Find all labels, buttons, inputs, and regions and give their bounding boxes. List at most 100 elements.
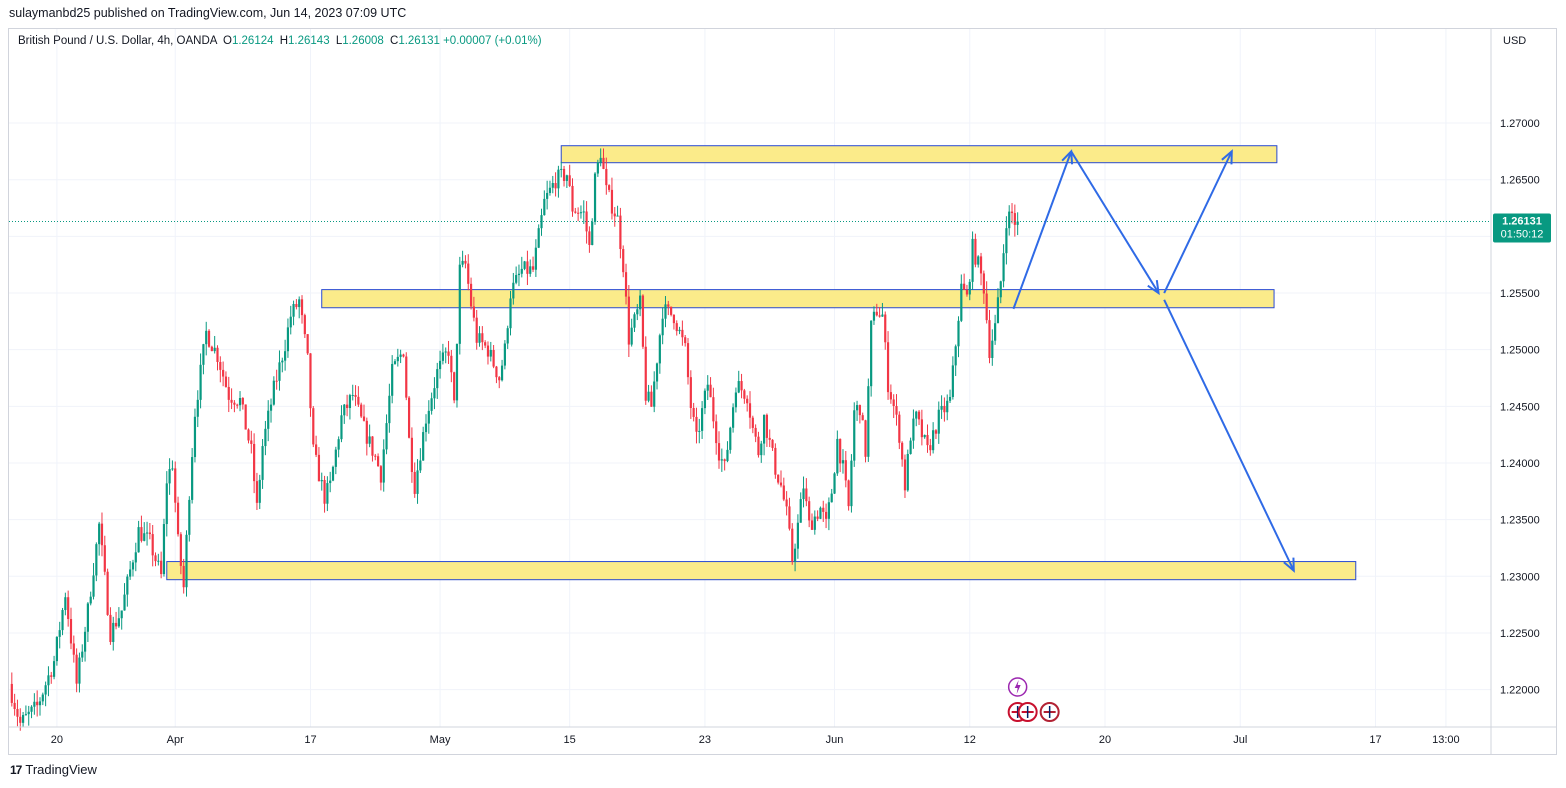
candle-body	[963, 283, 966, 290]
candle-body	[419, 460, 422, 471]
candle-body	[517, 273, 521, 276]
candle-body	[588, 231, 591, 245]
candle-body	[171, 468, 174, 470]
tradingview-logo-icon: 17	[10, 762, 22, 777]
candle-body	[881, 314, 884, 317]
candle-body	[216, 347, 219, 362]
candle-body	[244, 404, 247, 430]
candle-body	[937, 409, 940, 434]
high-value: 1.26143	[288, 35, 330, 47]
candle-body	[723, 459, 726, 462]
candle-body	[213, 347, 216, 352]
candle-body	[805, 488, 808, 502]
candle-body	[103, 545, 106, 572]
candle-body	[202, 344, 205, 365]
candle-body	[331, 466, 335, 481]
candle-body	[903, 459, 907, 491]
candle-body	[253, 443, 256, 482]
candle-body	[461, 260, 464, 265]
candle-body	[455, 343, 459, 401]
candle-body	[926, 434, 929, 446]
candle-body	[320, 479, 323, 482]
candle-body	[185, 534, 188, 588]
candle-body	[994, 323, 997, 341]
candle-body	[715, 421, 718, 444]
candle-body	[236, 404, 239, 406]
lightning-icon	[1007, 677, 1028, 697]
candle-body	[422, 432, 425, 461]
candle-body	[230, 399, 233, 403]
candle-body	[19, 716, 22, 723]
y-tick-label: 1.26500	[1500, 175, 1540, 187]
candle-body	[948, 396, 952, 401]
y-tick-label: 1.24000	[1500, 458, 1540, 470]
candle-body	[345, 404, 349, 409]
candle-body	[69, 618, 73, 644]
candle-body	[36, 701, 39, 706]
y-tick-label: 1.23500	[1500, 515, 1540, 527]
candle-body	[712, 397, 715, 422]
axes: 1.22000 1.22500 1.23000 1.23500 1.24000 1.245…	[9, 29, 1556, 755]
candle-body	[298, 299, 301, 308]
candle-body	[224, 376, 228, 387]
candle-body	[774, 447, 777, 475]
candle-body	[884, 314, 887, 343]
x-tick-label: 23	[699, 734, 711, 746]
y-tick-label: 1.22500	[1500, 628, 1540, 640]
candle-body	[109, 614, 112, 642]
candle-body	[675, 323, 678, 332]
candle-body	[368, 436, 371, 444]
y-tick-label: 1.25000	[1500, 345, 1540, 357]
candle-body	[281, 360, 284, 363]
published-by-line: sulaymanbd25 published on TradingView.co…	[9, 6, 407, 20]
candle-body	[979, 256, 983, 274]
candle-body	[560, 168, 563, 170]
candle-body	[996, 297, 1000, 324]
candle-body	[886, 342, 890, 393]
y-tick-label: 1.27000	[1500, 118, 1540, 130]
candle-body	[399, 354, 402, 357]
candle-body	[591, 221, 594, 245]
candle-body	[636, 309, 639, 315]
candle-body	[92, 575, 95, 597]
candle-body	[72, 643, 75, 655]
candle-body	[667, 304, 670, 307]
candle-body	[472, 306, 475, 318]
candle-body	[360, 404, 363, 417]
candle-body	[207, 330, 211, 347]
candle-body	[644, 346, 647, 401]
candle-body	[909, 440, 912, 454]
candle-body	[929, 445, 932, 451]
candle-body	[670, 306, 673, 315]
candle-body	[647, 391, 650, 401]
tradingview-logo[interactable]: 17 TradingView	[10, 762, 97, 777]
candle-body	[343, 404, 346, 416]
candle-body	[193, 416, 197, 458]
candle-body	[619, 215, 622, 250]
candle-body	[574, 211, 577, 213]
candle-body	[1008, 211, 1011, 229]
candle-body	[205, 330, 208, 345]
candle-body	[292, 303, 295, 317]
arrow-line	[1012, 151, 1073, 310]
candle-body	[396, 356, 399, 362]
candle-body	[608, 185, 611, 190]
candle-body	[855, 405, 859, 411]
candle-body	[824, 511, 828, 519]
support-zone	[166, 561, 1357, 581]
candle-body	[427, 410, 430, 424]
candle-body	[114, 622, 118, 627]
candle-body	[430, 398, 433, 411]
candle-body	[760, 443, 763, 456]
candle-body	[830, 493, 833, 503]
candle-body	[585, 211, 588, 232]
candle-body	[179, 534, 182, 566]
candle-body	[895, 406, 898, 415]
candle-body	[123, 594, 126, 611]
candle-body	[357, 396, 360, 405]
candle-body	[264, 428, 267, 447]
candle-body	[861, 415, 864, 421]
close-label: C	[390, 35, 399, 47]
candle-body	[495, 366, 498, 378]
